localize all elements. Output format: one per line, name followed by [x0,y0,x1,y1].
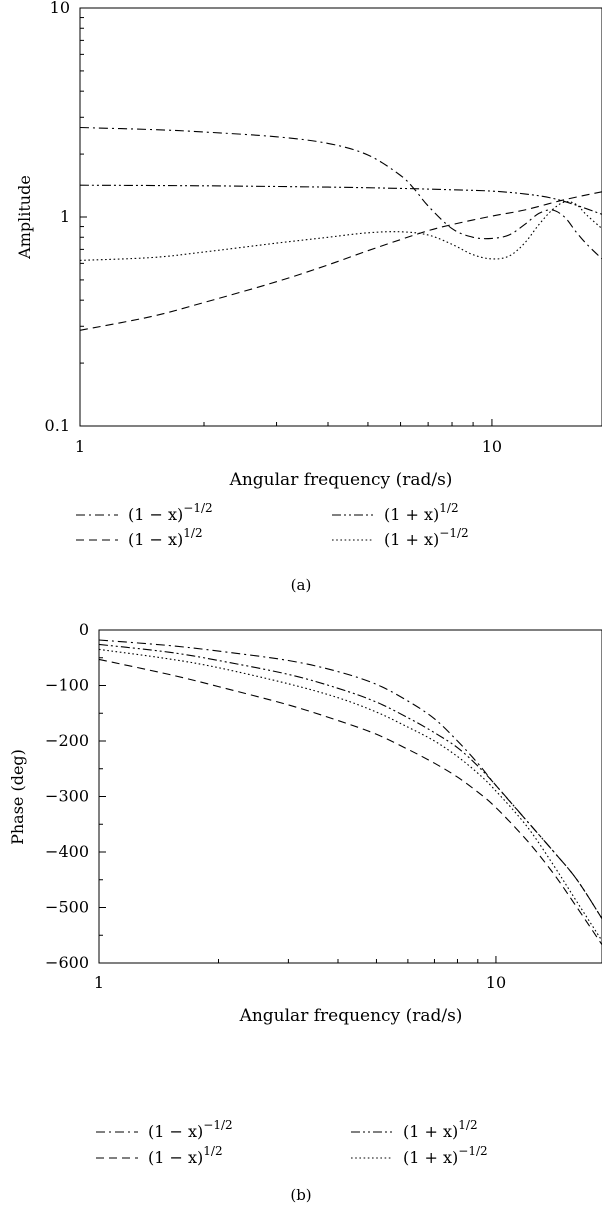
phase-chart: 0 −100 −200 −300 −400 −500 −600 1 10 Phase (deg… [8,620,602,1204]
series-line-1 [98,639,602,919]
amplitude-chart: 0.1 1 10 1 10 Amplitude Angular frequency (… [15,0,602,594]
legend-label: (1 + x)1/2 [403,1118,478,1141]
legend-item: (1 − x)1/2 [76,526,203,549]
y-tick-label: 0 [79,620,89,639]
x-tick-label: 1 [75,437,85,456]
legend-item: (1 + x)1/2 [351,1118,478,1141]
plot-area-frame [98,629,602,964]
y-axis-label: Amplitude [15,175,34,260]
legend-item: (1 + x)1/2 [332,501,459,524]
series-line-2 [98,643,602,919]
y-axis-label: Phase (deg) [8,749,27,845]
series-line-4 [98,648,602,942]
plot-area-frame [79,7,602,427]
y-tick-label: −200 [45,731,89,750]
x-axis-label: Angular frequency (rad/s) [239,1006,463,1026]
series-line-1 [79,126,602,260]
y-tick-label: 0.1 [45,416,70,435]
y-tick-label: 1 [60,207,70,226]
y-tick-label: −300 [45,787,89,806]
legend-label: (1 + x)−1/2 [384,526,469,549]
x-axis-label: Angular frequency (rad/s) [229,470,453,490]
series-line-3 [79,191,602,331]
y-tick-label: −400 [45,842,89,861]
x-tick-label: 1 [94,973,104,992]
y-tick-label: 10 [50,0,70,17]
series-line-4 [79,201,602,261]
series-lines [79,126,602,331]
legend-label: (1 − x)−1/2 [148,1118,233,1141]
legend-item: (1 + x)−1/2 [332,526,469,549]
y-axis-ticks: 0.1 1 10 [45,0,87,435]
series-line-2 [79,184,602,215]
legend-item: (1 − x)−1/2 [96,1118,233,1141]
x-tick-label: 10 [482,437,502,456]
legend-label: (1 − x)−1/2 [128,501,213,524]
y-tick-label: −100 [45,676,89,695]
y-axis-ticks: 0 −100 −200 −300 −400 −500 −600 [45,620,106,972]
legend-item: (1 + x)−1/2 [351,1144,488,1167]
x-tick-label: 10 [486,973,506,992]
series-lines [98,639,602,946]
panel-caption: (b) [290,1186,311,1204]
y-tick-label: −500 [45,898,89,917]
legend-label: (1 − x)1/2 [148,1144,223,1167]
panel-caption: (a) [291,576,312,594]
y-tick-label: −600 [45,953,89,972]
legend-label: (1 + x)−1/2 [403,1144,488,1167]
x-axis-ticks: 1 10 [94,956,506,992]
series-line-3 [98,658,602,946]
legend-label: (1 − x)1/2 [128,526,203,549]
legend: (1 − x)−1/2 (1 + x)1/2 (1 − x)1/2 (1 + x)−1… [76,501,469,549]
x-axis-ticks: 1 10 [75,419,502,456]
legend-item: (1 − x)1/2 [96,1144,223,1167]
legend-item: (1 − x)−1/2 [76,501,213,524]
legend-label: (1 + x)1/2 [384,501,459,524]
legend: (1 − x)−1/2 (1 + x)1/2 (1 − x)1/2 (1 + x)−1… [96,1118,488,1167]
